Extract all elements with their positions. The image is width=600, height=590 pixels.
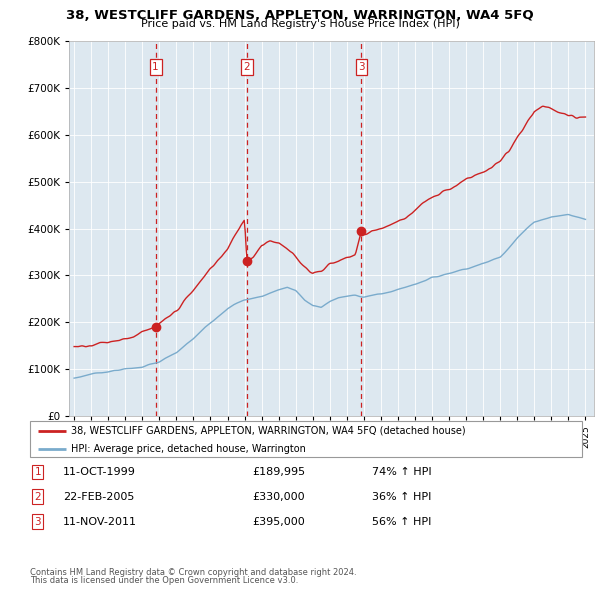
Text: 1: 1 [34, 467, 41, 477]
Text: 11-OCT-1999: 11-OCT-1999 [63, 467, 136, 477]
Text: 2: 2 [34, 492, 41, 502]
Text: 11-NOV-2011: 11-NOV-2011 [63, 517, 137, 526]
Text: HPI: Average price, detached house, Warrington: HPI: Average price, detached house, Warr… [71, 444, 306, 454]
Text: 36% ↑ HPI: 36% ↑ HPI [372, 492, 431, 502]
Text: £330,000: £330,000 [252, 492, 305, 502]
Text: 74% ↑ HPI: 74% ↑ HPI [372, 467, 431, 477]
Text: 3: 3 [358, 62, 365, 72]
Text: 56% ↑ HPI: 56% ↑ HPI [372, 517, 431, 526]
Text: 22-FEB-2005: 22-FEB-2005 [63, 492, 134, 502]
Text: This data is licensed under the Open Government Licence v3.0.: This data is licensed under the Open Gov… [30, 576, 298, 585]
Text: 1: 1 [152, 62, 159, 72]
Text: 38, WESTCLIFF GARDENS, APPLETON, WARRINGTON, WA4 5FQ (detached house): 38, WESTCLIFF GARDENS, APPLETON, WARRING… [71, 425, 466, 435]
Text: £189,995: £189,995 [252, 467, 305, 477]
Text: 3: 3 [34, 517, 41, 526]
Text: £395,000: £395,000 [252, 517, 305, 526]
Text: Contains HM Land Registry data © Crown copyright and database right 2024.: Contains HM Land Registry data © Crown c… [30, 568, 356, 577]
Text: 2: 2 [244, 62, 250, 72]
FancyBboxPatch shape [30, 421, 582, 457]
Text: Price paid vs. HM Land Registry's House Price Index (HPI): Price paid vs. HM Land Registry's House … [140, 19, 460, 30]
Text: 38, WESTCLIFF GARDENS, APPLETON, WARRINGTON, WA4 5FQ: 38, WESTCLIFF GARDENS, APPLETON, WARRING… [66, 9, 534, 22]
